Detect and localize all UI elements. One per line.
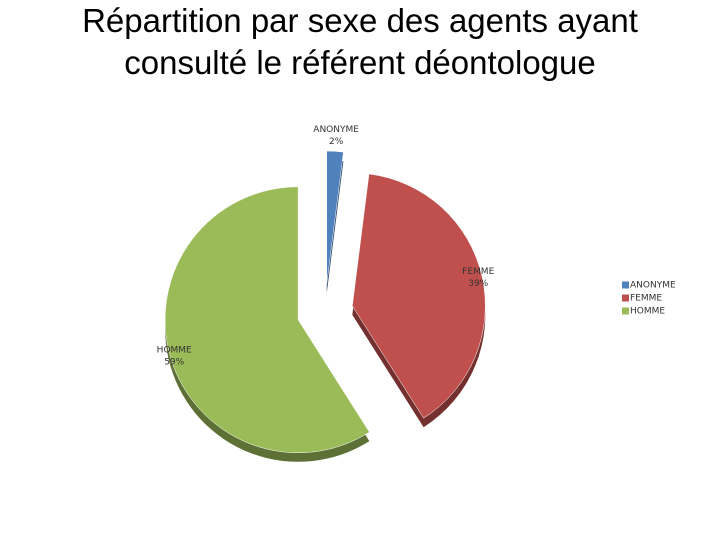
data-label-value: 59% — [164, 357, 184, 367]
legend-label: FEMME — [630, 294, 662, 304]
legend-swatch — [622, 281, 629, 289]
data-label-name: FEMME — [462, 267, 494, 277]
legend-label: ANONYME — [630, 281, 676, 291]
data-label-value: 2% — [329, 137, 344, 147]
slice — [164, 186, 370, 454]
legend-swatch — [622, 294, 629, 302]
legend-label: HOMME — [630, 307, 665, 317]
slice — [352, 173, 486, 419]
data-label-value: 39% — [468, 279, 488, 289]
data-label-name: ANONYME — [313, 125, 359, 135]
legend-swatch — [622, 307, 629, 315]
chart-title: Répartition par sexe des agents ayant co… — [82, 2, 638, 81]
data-label-name: HOMME — [157, 345, 192, 355]
slice — [326, 150, 344, 285]
